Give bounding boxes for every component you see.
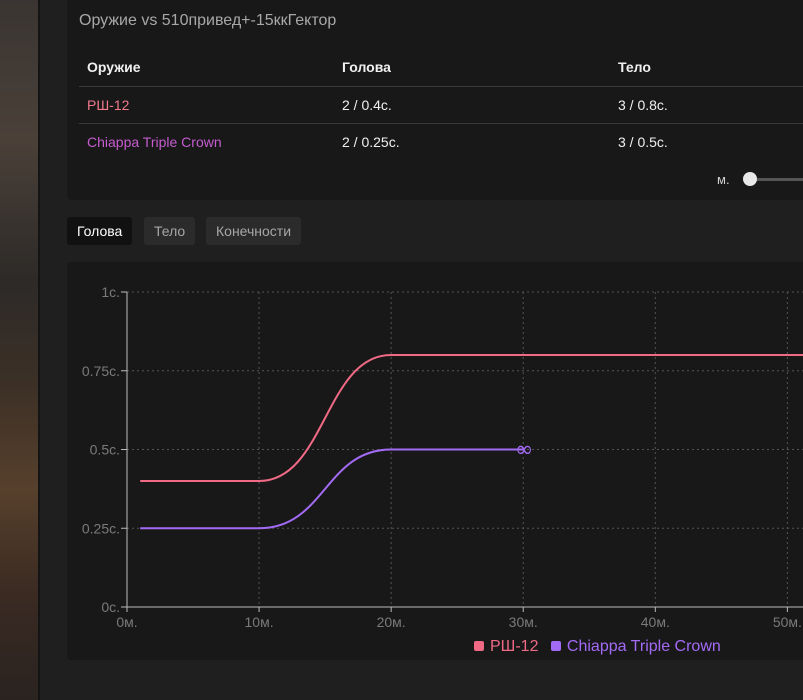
header-weapon: Оружие bbox=[79, 48, 334, 87]
table-row: Chiappa Triple Crown 2 / 0.25с. 3 / 0.5с… bbox=[79, 124, 803, 161]
distance-slider-label: м. bbox=[717, 172, 730, 187]
legend-swatch bbox=[474, 640, 484, 651]
chart-panel: 0с. 0.25с. 0.5с. 0.75с. 1с. 0м. 10м. 20м. 30м. 40… bbox=[67, 262, 803, 660]
comparison-panel: Оружие vs 510привед+-15ккГектор Оружие Г… bbox=[67, 0, 803, 200]
series-line bbox=[140, 354, 803, 482]
body-value: 3 / 0.8с. bbox=[610, 86, 803, 124]
legend-label: РШ-12 bbox=[490, 638, 539, 655]
head-value: 2 / 0.4с. bbox=[334, 86, 610, 124]
distance-slider-track[interactable] bbox=[750, 178, 803, 181]
series-line bbox=[140, 448, 524, 530]
y-tick-label: 0.25с. bbox=[82, 520, 120, 536]
legend-swatch bbox=[550, 640, 561, 651]
comparison-table: Оружие Голова Тело РШ-12 2 / 0.4с. 3 / 0… bbox=[79, 48, 803, 160]
distance-slider-thumb[interactable] bbox=[743, 172, 757, 186]
table-row: РШ-12 2 / 0.4с. 3 / 0.8с. bbox=[79, 86, 803, 124]
y-tick-label: 0.75с. bbox=[82, 363, 120, 379]
ttk-chart: 0с. 0.25с. 0.5с. 0.75с. 1с. 0м. 10м. 20м. 30м. 40… bbox=[82, 284, 803, 630]
legend-item-chiappa[interactable]: Chiappa Triple Crown bbox=[550, 638, 721, 656]
header-head: Голова bbox=[334, 48, 610, 87]
weapon-name[interactable]: Chiappa Triple Crown bbox=[87, 134, 222, 150]
y-tick-label: 0.5с. bbox=[90, 442, 120, 458]
x-tick-label: 10м. bbox=[245, 614, 274, 630]
legend-label: Chiappa Triple Crown bbox=[566, 638, 721, 655]
x-tick-label: 30м. bbox=[509, 614, 538, 630]
body-value: 3 / 0.5с. bbox=[618, 134, 668, 150]
x-tick-label: 20м. bbox=[377, 614, 406, 630]
legend-item-rsh12[interactable]: РШ-12 bbox=[474, 638, 538, 656]
chart-legend: РШ-12 Chiappa Triple Crown bbox=[474, 638, 729, 656]
background-photo bbox=[0, 0, 40, 700]
table-header-row: Оружие Голова Тело bbox=[79, 48, 803, 87]
y-tick-label: 0с. bbox=[101, 599, 120, 615]
y-tick-label: 1с. bbox=[101, 284, 120, 300]
infinity-marker: ∞ bbox=[515, 438, 533, 463]
x-tick-label: 50м. bbox=[773, 614, 802, 630]
weapon-name[interactable]: РШ-12 bbox=[79, 86, 334, 124]
x-tick-label: 0м. bbox=[116, 614, 137, 630]
header-body: Тело bbox=[610, 48, 803, 87]
tab-head[interactable]: Голова bbox=[67, 217, 133, 245]
comparison-title: Оружие vs 510привед+-15ккГектор bbox=[79, 12, 337, 29]
tab-limbs[interactable]: Конечности bbox=[206, 217, 302, 245]
head-value: 2 / 0.25с. bbox=[342, 134, 400, 150]
tab-body[interactable]: Тело bbox=[144, 217, 196, 245]
x-tick-label: 40м. bbox=[641, 614, 670, 630]
